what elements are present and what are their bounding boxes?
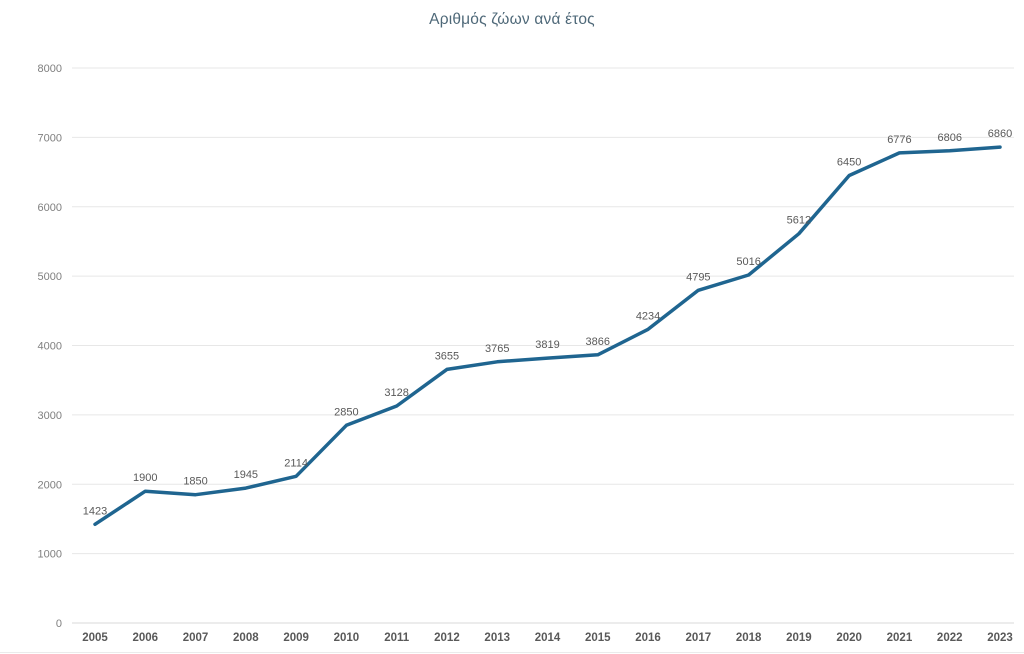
y-tick-label: 8000 xyxy=(38,63,62,75)
y-tick-label: 5000 xyxy=(38,271,62,283)
data-point-label: 6860 xyxy=(988,128,1012,140)
x-tick-label: 2020 xyxy=(836,632,862,644)
data-point-label: 2114 xyxy=(284,457,308,469)
data-point-label: 4795 xyxy=(686,271,710,283)
y-tick-label: 1000 xyxy=(38,549,62,561)
y-tick-label: 2000 xyxy=(38,479,62,491)
x-tick-label: 2018 xyxy=(736,632,762,644)
x-tick-label: 2017 xyxy=(686,632,712,644)
data-point-label: 3655 xyxy=(435,350,459,362)
data-point-label: 6776 xyxy=(887,134,911,146)
x-tick-label: 2010 xyxy=(334,632,360,644)
x-tick-label: 2013 xyxy=(484,632,510,644)
x-tick-label: 2015 xyxy=(585,632,611,644)
data-point-label: 3128 xyxy=(384,387,408,399)
y-tick-label: 7000 xyxy=(38,132,62,144)
data-point-label: 1900 xyxy=(133,472,157,484)
x-tick-label: 2006 xyxy=(132,632,158,644)
data-point-label: 5016 xyxy=(736,256,760,268)
data-point-label: 4234 xyxy=(636,310,660,322)
data-point-label: 2850 xyxy=(334,406,358,418)
data-point-label: 3866 xyxy=(586,336,610,348)
data-point-label: 6450 xyxy=(837,157,861,169)
series-line xyxy=(93,145,1002,527)
data-point-label: 6806 xyxy=(937,132,961,144)
x-tick-label: 2022 xyxy=(937,632,963,644)
x-tick-label: 2014 xyxy=(535,632,561,644)
y-tick-label: 0 xyxy=(56,618,62,630)
x-tick-label: 2023 xyxy=(987,632,1013,644)
x-tick-label: 2021 xyxy=(887,632,913,644)
x-tick-label: 2005 xyxy=(82,632,108,644)
bottom-divider xyxy=(0,652,1024,653)
data-point-label: 1423 xyxy=(83,505,107,517)
x-tick-label: 2011 xyxy=(384,632,410,644)
y-tick-label: 4000 xyxy=(38,341,62,353)
data-point-label: 3765 xyxy=(485,343,509,355)
x-tick-label: 2007 xyxy=(183,632,209,644)
data-point-label: 3819 xyxy=(535,339,559,351)
x-tick-label: 2009 xyxy=(283,632,309,644)
x-tick-label: 2016 xyxy=(635,632,661,644)
y-tick-label: 3000 xyxy=(38,410,62,422)
data-point-label: 1945 xyxy=(234,469,258,481)
x-tick-label: 2019 xyxy=(786,632,812,644)
x-tick-label: 2008 xyxy=(233,632,259,644)
data-point-label: 5612 xyxy=(787,215,811,227)
y-tick-label: 6000 xyxy=(38,202,62,214)
data-point-label: 1850 xyxy=(183,476,207,488)
x-tick-label: 2012 xyxy=(434,632,460,644)
chart-title: Αριθμός ζώων ανά έτος xyxy=(429,11,595,28)
